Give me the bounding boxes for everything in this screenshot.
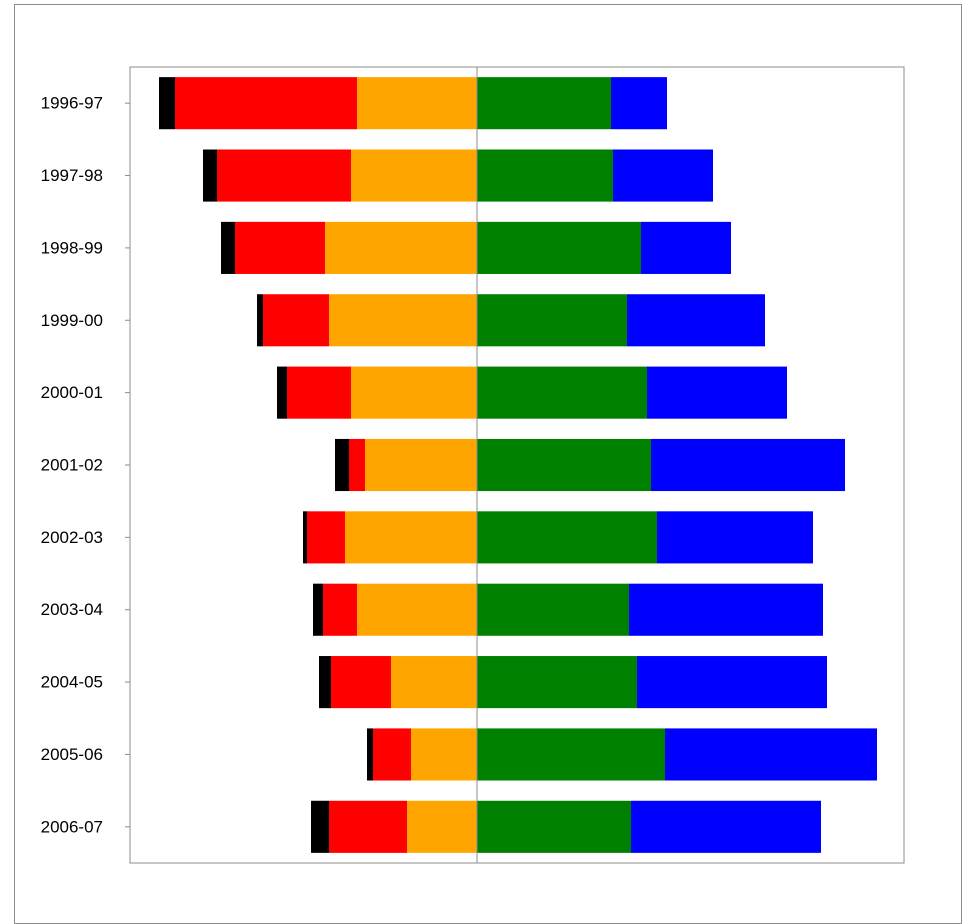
bar-left-s2-2002-03 xyxy=(303,511,307,564)
bar-left-s2-2001-02 xyxy=(335,438,349,492)
bar-left-s0-1998-99 xyxy=(325,221,477,274)
bar-right-s1-2006-07 xyxy=(631,800,821,853)
bar-right-s0-2006-07 xyxy=(477,800,631,853)
y-tick-label: 2005-06 xyxy=(41,745,103,764)
bar-right-s0-2004-05 xyxy=(477,656,637,709)
bar-left-s0-1999-00 xyxy=(329,294,477,347)
bar-right-s0-2005-06 xyxy=(477,728,665,781)
bar-left-s0-2002-03 xyxy=(345,511,477,564)
y-tick-label: 1998-99 xyxy=(41,238,103,257)
bar-right-s1-1999-00 xyxy=(627,294,765,347)
bar-right-s1-1998-99 xyxy=(641,221,731,274)
bar-right-s0-1997-98 xyxy=(477,149,613,202)
bars-group xyxy=(159,77,877,853)
bar-right-s1-1996-97 xyxy=(611,77,667,130)
bar-left-s1-1997-98 xyxy=(217,149,351,202)
bar-left-s0-2006-07 xyxy=(407,800,477,853)
y-tick-label: 1996-97 xyxy=(41,94,103,113)
bar-left-s1-1996-97 xyxy=(175,77,357,130)
y-tick-label: 1999-00 xyxy=(41,311,103,330)
bar-left-s0-2005-06 xyxy=(411,728,477,781)
bar-left-s1-2000-01 xyxy=(287,366,351,419)
bar-right-s1-2003-04 xyxy=(629,583,823,636)
bar-left-s1-1998-99 xyxy=(235,221,325,274)
bar-left-s2-1998-99 xyxy=(221,221,235,274)
bar-right-s0-1996-97 xyxy=(477,77,611,130)
bar-right-s0-1998-99 xyxy=(477,221,641,274)
bar-right-s1-2000-01 xyxy=(647,366,787,419)
y-tick-label: 1997-98 xyxy=(41,166,103,185)
y-tick-label: 2000-01 xyxy=(41,383,103,402)
bar-left-s1-2002-03 xyxy=(307,511,345,564)
bar-left-s0-2004-05 xyxy=(391,656,477,709)
bar-left-s1-2003-04 xyxy=(323,583,357,636)
bar-right-s1-1997-98 xyxy=(613,149,713,202)
bar-left-s2-2006-07 xyxy=(311,800,329,853)
bar-right-s0-2003-04 xyxy=(477,583,629,636)
bar-right-s0-2002-03 xyxy=(477,511,657,564)
bar-left-s1-2001-02 xyxy=(349,438,365,492)
bar-left-s1-2006-07 xyxy=(329,800,407,853)
bar-right-s1-2005-06 xyxy=(665,728,877,781)
bar-left-s0-2003-04 xyxy=(357,583,477,636)
bar-left-s1-2005-06 xyxy=(373,728,411,781)
bar-right-s0-2000-01 xyxy=(477,366,647,419)
bar-left-s2-2000-01 xyxy=(277,366,287,419)
bar-left-s0-2001-02 xyxy=(365,438,477,492)
bar-right-s1-2004-05 xyxy=(637,656,827,709)
bar-left-s2-1996-97 xyxy=(159,77,175,130)
y-tick-label: 2003-04 xyxy=(41,600,103,619)
y-tick-label: 2002-03 xyxy=(41,528,103,547)
bar-right-s1-2002-03 xyxy=(657,511,813,564)
bar-left-s0-2000-01 xyxy=(351,366,477,419)
bar-left-s1-2004-05 xyxy=(331,656,391,709)
bar-right-s1-2001-02 xyxy=(651,438,845,492)
bar-left-s2-1997-98 xyxy=(203,149,217,202)
y-axis: 1996-97 1997-98 1998-99 1999-00 2000-01 2001-… xyxy=(41,94,130,836)
bar-left-s2-2005-06 xyxy=(367,728,373,781)
bar-right-s0-1999-00 xyxy=(477,294,627,347)
y-tick-label: 2001-02 xyxy=(41,456,103,475)
bar-left-s1-1999-00 xyxy=(263,294,329,347)
bar-left-s2-2003-04 xyxy=(313,583,323,636)
bar-left-s0-1996-97 xyxy=(357,77,477,130)
y-tick-label: 2006-07 xyxy=(41,817,103,836)
bar-left-s2-2004-05 xyxy=(319,656,331,709)
bar-right-s0-2001-02 xyxy=(477,438,651,492)
bar-left-s0-1997-98 xyxy=(351,149,477,202)
y-tick-label: 2004-05 xyxy=(41,673,103,692)
bar-left-s2-1999-00 xyxy=(257,294,263,347)
